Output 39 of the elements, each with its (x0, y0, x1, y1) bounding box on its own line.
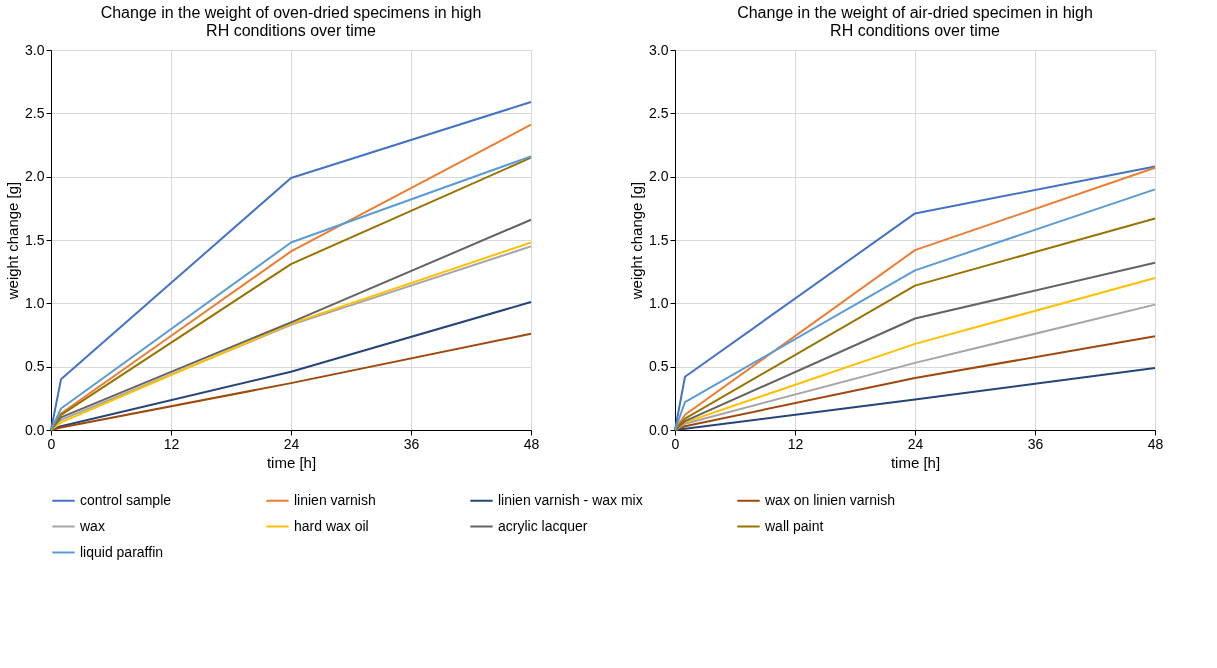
y-tick-label: 1.0 (649, 294, 669, 311)
y-tick-label: 1.5 (25, 231, 45, 248)
x-tick-label: 48 (1147, 435, 1164, 452)
y-tick-label: 2.0 (649, 168, 669, 185)
x-tick-label: 12 (787, 435, 804, 452)
y-tick-label: 0.5 (25, 358, 45, 375)
y-tick-label: 0.0 (25, 421, 45, 438)
legend-label: linien varnish (294, 491, 376, 508)
chart-title: Change in the weight of air-dried specimen in high RH conditions over time (737, 4, 1093, 39)
x-tick-label: 36 (403, 435, 420, 452)
legend-label: wax (79, 517, 105, 534)
x-tick-label: 36 (1027, 435, 1044, 452)
x-tick-label: 0 (47, 435, 56, 452)
y-tick-label: 0.0 (649, 421, 669, 438)
x-tick-label: 0 (671, 435, 680, 452)
x-axis-title: time [h] (266, 453, 317, 471)
legend-label: hard wax oil (294, 517, 369, 534)
x-tick-label: 48 (523, 435, 540, 452)
x-tick-label: 24 (283, 435, 300, 452)
legend-label: acrylic lacquer (498, 517, 588, 534)
y-tick-label: 1.5 (649, 231, 669, 248)
y-axis-title: weight change [g] (4, 181, 22, 301)
y-tick-label: 2.5 (25, 104, 45, 121)
y-tick-label: 2.0 (25, 168, 45, 185)
y-tick-label: 1.0 (25, 294, 45, 311)
y-tick-label: 2.5 (649, 104, 669, 121)
x-tick-label: 24 (907, 435, 924, 452)
legend-label: wax on linien varnish (764, 491, 895, 508)
chart-title: Change in the weight of oven-dried specimens in high RH conditions over time (100, 4, 482, 39)
legend-label: liquid paraffin (80, 543, 164, 560)
y-tick-label: 3.0 (25, 41, 45, 58)
legend-label: wall paint (764, 517, 824, 534)
x-axis-title: time [h] (890, 453, 941, 471)
legend-label: control sample (80, 491, 172, 508)
y-tick-label: 0.5 (649, 358, 669, 375)
y-tick-label: 3.0 (649, 41, 669, 58)
y-axis-title: weight change [g] (628, 181, 646, 301)
x-tick-label: 12 (163, 435, 180, 452)
legend-label: linien varnish - wax mix (498, 491, 643, 508)
